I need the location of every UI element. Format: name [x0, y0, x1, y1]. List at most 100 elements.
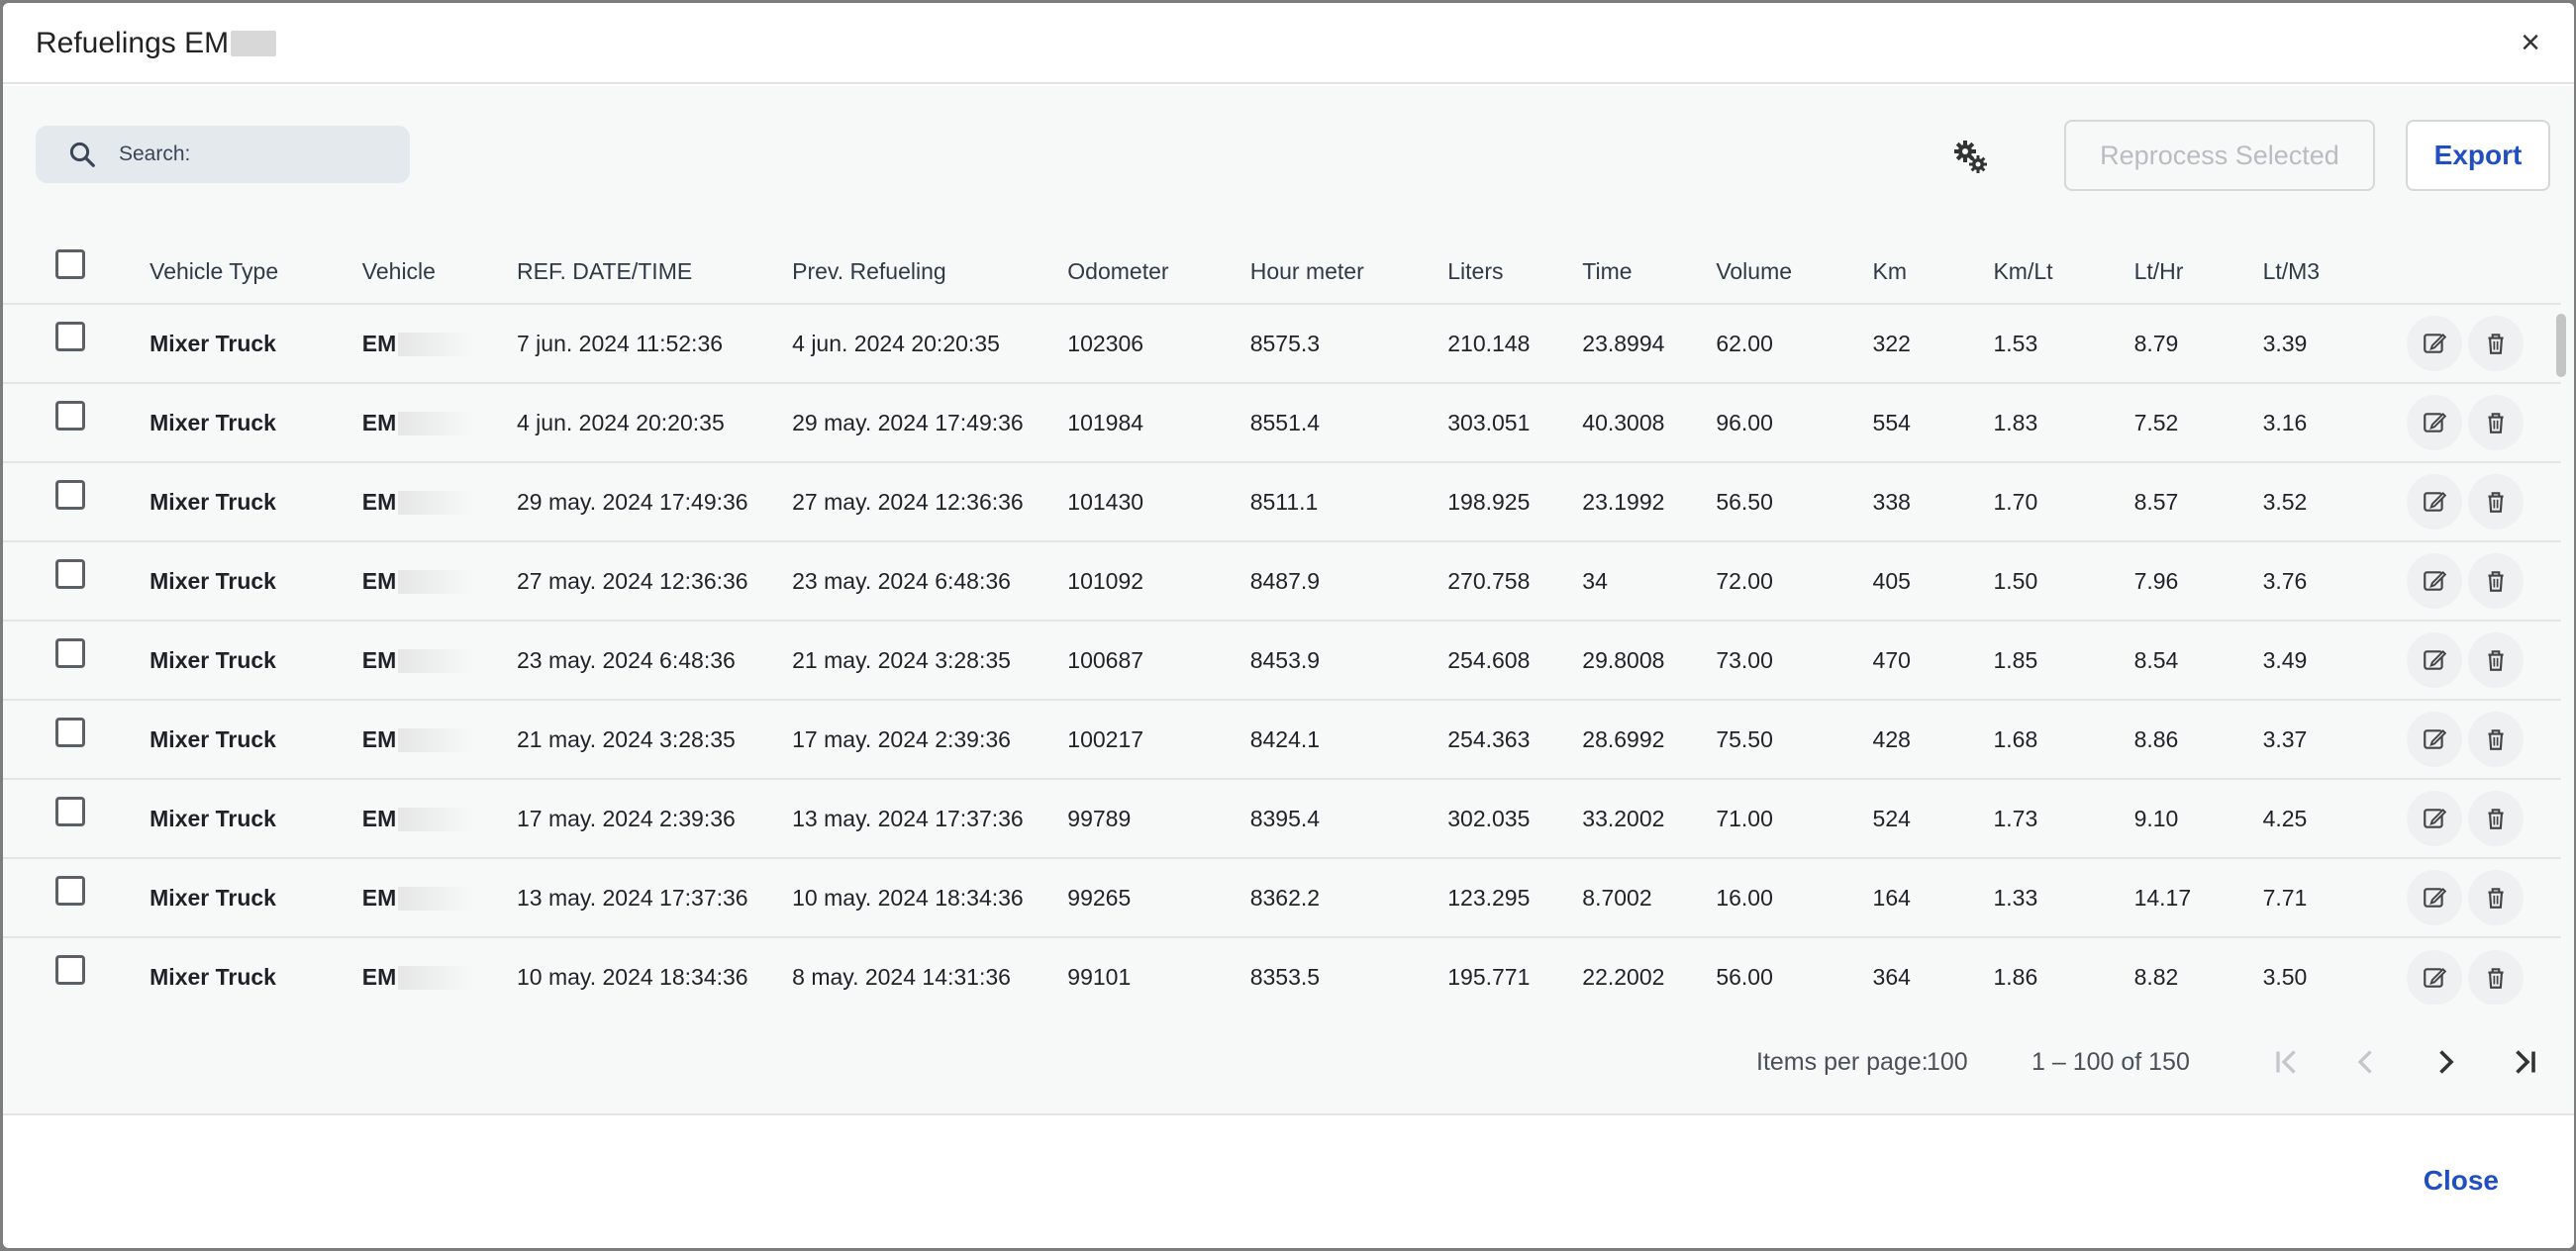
select-all-checkbox[interactable]	[55, 249, 85, 279]
table-row[interactable]: Mixer Truck EM 17 may. 2024 2:39:36 13 may.…	[3, 779, 2561, 858]
search-icon	[69, 142, 95, 167]
table-row[interactable]: Mixer Truck EM 10 may. 2024 18:34:36 8 may.…	[3, 937, 2561, 1005]
close-icon[interactable]: ×	[2521, 24, 2540, 61]
col-km-lt[interactable]: Km/Lt	[1993, 258, 2053, 284]
row-actions-cell	[2406, 621, 2561, 700]
table-row[interactable]: Mixer Truck EM 4 jun. 2024 20:20:35 29 may.…	[3, 383, 2561, 462]
row-checkbox[interactable]	[55, 955, 85, 985]
table-row[interactable]: Mixer Truck EM 13 may. 2024 17:37:36 10 may…	[3, 858, 2561, 937]
delete-icon[interactable]	[2467, 712, 2524, 767]
cell-time: 23.1992	[1582, 488, 1665, 515]
cell-hour-meter: 8487.9	[1249, 567, 1321, 594]
col-hour-meter[interactable]: Hour meter	[1249, 258, 1364, 284]
row-select-cell	[3, 304, 149, 383]
cell-prev-refueling: 27 may. 2024 12:36:36	[792, 488, 1024, 515]
row-checkbox[interactable]	[55, 321, 85, 351]
cell-prev-refueling: 21 may. 2024 3:28:35	[792, 646, 1011, 673]
col-km[interactable]: Km	[1872, 258, 1908, 284]
cell-km-lt: 1.53	[1993, 330, 2038, 356]
row-checkbox[interactable]	[55, 637, 85, 668]
row-checkbox[interactable]	[55, 558, 85, 589]
col-vehicle-type[interactable]: Vehicle Type	[149, 258, 279, 284]
delete-icon[interactable]	[2467, 316, 2524, 371]
edit-icon[interactable]	[2406, 870, 2462, 925]
col-prev-refueling[interactable]: Prev. Refueling	[792, 258, 946, 284]
cell-liters: 254.363	[1447, 725, 1531, 752]
next-page-icon[interactable]	[2422, 1038, 2469, 1086]
last-page-icon[interactable]	[2501, 1038, 2548, 1086]
table-scrollbar[interactable]	[2554, 225, 2568, 1005]
col-lt-m3[interactable]: Lt/M3	[2262, 258, 2321, 284]
row-checkbox[interactable]	[55, 479, 85, 510]
reprocess-selected-button[interactable]: Reprocess Selected	[2064, 120, 2375, 191]
delete-icon[interactable]	[2467, 395, 2524, 450]
cell-lt-hr: 14.17	[2133, 884, 2192, 911]
delete-icon[interactable]	[2467, 553, 2524, 609]
row-checkbox[interactable]	[55, 796, 85, 826]
edit-icon[interactable]	[2406, 474, 2462, 529]
gears-icon[interactable]	[1951, 138, 1991, 177]
table-row[interactable]: Mixer Truck EM 29 may. 2024 17:49:36 27 may…	[3, 462, 2561, 541]
row-actions	[2406, 949, 2561, 1005]
refuelings-table: Vehicle Type Vehicle REF. DATE/TIME Prev…	[3, 225, 2561, 1005]
cell-km-lt: 1.70	[1993, 488, 2038, 515]
search-input[interactable]: Search:	[36, 126, 410, 183]
search-placeholder: Search:	[119, 143, 191, 165]
cell-km: 364	[1872, 964, 1911, 990]
cell-odometer: 99789	[1067, 805, 1132, 831]
edit-icon[interactable]	[2406, 553, 2462, 609]
col-ref-date-time[interactable]: REF. DATE/TIME	[517, 258, 693, 284]
row-actions	[2406, 553, 2561, 609]
delete-icon[interactable]	[2467, 949, 2524, 1005]
previous-page-icon[interactable]	[2342, 1038, 2390, 1086]
cell-vehicle: EM	[362, 541, 517, 621]
table-row[interactable]: Mixer Truck EM 23 may. 2024 6:48:36 21 may.…	[3, 621, 2561, 700]
row-actions-cell	[2406, 858, 2561, 937]
row-select-cell	[3, 937, 149, 1005]
delete-icon[interactable]	[2467, 632, 2524, 688]
cell-ref-date-time: 7 jun. 2024 11:52:36	[517, 330, 724, 356]
col-volume[interactable]: Volume	[1716, 258, 1793, 284]
table-row[interactable]: Mixer Truck EM 27 may. 2024 12:36:36 23 may…	[3, 541, 2561, 621]
cell-lt-hr: 8.54	[2133, 646, 2179, 673]
cell-vehicle: EM	[362, 937, 517, 1005]
cell-hour-meter: 8424.1	[1249, 725, 1321, 752]
first-page-icon[interactable]	[2263, 1038, 2311, 1086]
cell-hour-meter: 8453.9	[1249, 646, 1321, 673]
table-row[interactable]: Mixer Truck EM 7 jun. 2024 11:52:36 4 jun. …	[3, 304, 2561, 383]
cell-vehicle-type: Mixer Truck	[149, 488, 276, 515]
items-per-page-select[interactable]: 100	[1927, 1048, 1968, 1076]
edit-icon[interactable]	[2406, 395, 2462, 450]
row-actions-cell	[2406, 700, 2561, 779]
delete-icon[interactable]	[2467, 474, 2524, 529]
scrollbar-thumb[interactable]	[2556, 314, 2566, 377]
redacted-vehicle-suffix	[397, 648, 473, 673]
table-row[interactable]: Mixer Truck EM 21 may. 2024 3:28:35 17 may.…	[3, 700, 2561, 779]
export-button[interactable]: Export	[2406, 120, 2550, 191]
delete-icon[interactable]	[2467, 870, 2524, 925]
cell-odometer: 102306	[1067, 330, 1144, 356]
delete-icon[interactable]	[2467, 791, 2524, 846]
cell-liters: 210.148	[1447, 330, 1531, 356]
cell-km-lt: 1.33	[1993, 884, 2038, 911]
col-time[interactable]: Time	[1582, 258, 1633, 284]
edit-icon[interactable]	[2406, 632, 2462, 688]
edit-icon[interactable]	[2406, 316, 2462, 371]
cell-vehicle: EM	[362, 858, 517, 937]
edit-icon[interactable]	[2406, 949, 2462, 1005]
col-lt-hr[interactable]: Lt/Hr	[2133, 258, 2184, 284]
col-odometer[interactable]: Odometer	[1067, 258, 1169, 284]
row-checkbox[interactable]	[55, 875, 85, 906]
edit-icon[interactable]	[2406, 791, 2462, 846]
cell-vehicle-type: Mixer Truck	[149, 884, 276, 911]
cell-vehicle-type: Mixer Truck	[149, 646, 276, 673]
row-checkbox[interactable]	[55, 400, 85, 431]
cell-vehicle: EM	[362, 383, 517, 462]
edit-icon[interactable]	[2406, 712, 2462, 767]
cell-vehicle: EM	[362, 779, 517, 858]
row-checkbox[interactable]	[55, 717, 85, 747]
col-vehicle[interactable]: Vehicle	[361, 258, 436, 284]
close-button[interactable]: Close	[2423, 1165, 2499, 1196]
col-liters[interactable]: Liters	[1447, 258, 1504, 284]
cell-lt-hr: 8.57	[2133, 488, 2179, 515]
